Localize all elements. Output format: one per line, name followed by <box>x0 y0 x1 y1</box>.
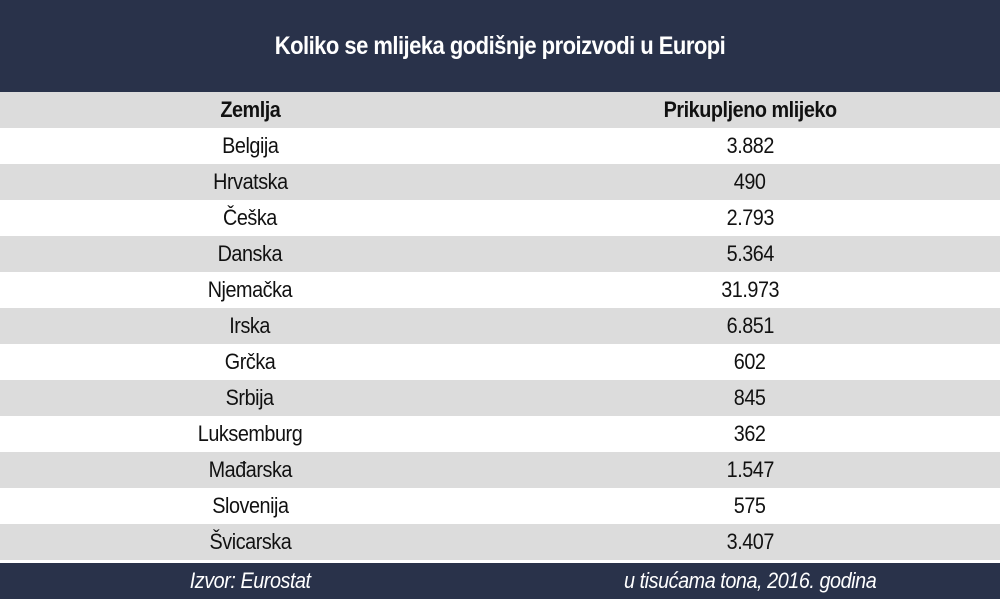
milk-value-cell: 1.547 <box>726 457 774 482</box>
milk-value-cell: 31.973 <box>721 277 779 302</box>
table-row: Belgija 3.882 <box>0 128 1000 164</box>
table-header-row: Zemlja Prikupljeno mlijeko <box>0 92 1000 128</box>
table-row: Grčka 602 <box>0 344 1000 380</box>
country-cell: Češka <box>223 205 277 230</box>
country-cell: Hrvatska <box>212 169 288 194</box>
country-cell: Luksemburg <box>197 421 303 446</box>
milk-value-cell: 602 <box>734 349 766 374</box>
country-cell: Grčka <box>224 349 276 374</box>
table-row: Hrvatska 490 <box>0 164 1000 200</box>
table-row: Irska 6.851 <box>0 308 1000 344</box>
milk-value-cell: 2.793 <box>726 205 774 230</box>
table-row: Češka 2.793 <box>0 200 1000 236</box>
milk-value-cell: 575 <box>734 493 766 518</box>
column-header-milk-collected: Prikupljeno mlijeko <box>663 97 837 122</box>
table-row: Luksemburg 362 <box>0 416 1000 452</box>
country-cell: Švicarska <box>209 529 291 554</box>
unit-note: u tisućama tona, 2016. godina <box>623 568 877 593</box>
milk-value-cell: 6.851 <box>726 313 774 338</box>
milk-value-cell: 3.882 <box>726 133 774 158</box>
milk-value-cell: 3.407 <box>726 529 774 554</box>
title-bar: Koliko se mlijeka godišnje proizvodi u E… <box>0 0 1000 92</box>
country-cell: Irska <box>229 313 271 338</box>
country-cell: Srbija <box>226 385 274 410</box>
country-cell: Slovenija <box>211 493 289 518</box>
country-cell: Njemačka <box>207 277 293 302</box>
table-row: Švicarska 3.407 <box>0 524 1000 560</box>
milk-value-cell: 490 <box>734 169 766 194</box>
table-row: Danska 5.364 <box>0 236 1000 272</box>
country-cell: Danska <box>217 241 283 266</box>
source-note: Izvor: Eurostat <box>189 568 311 593</box>
milk-value-cell: 362 <box>734 421 766 446</box>
data-table: Zemlja Prikupljeno mlijeko Belgija 3.882 H… <box>0 92 1000 560</box>
milk-value-cell: 845 <box>734 385 766 410</box>
column-header-country: Zemlja <box>219 97 281 122</box>
table-row: Srbija 845 <box>0 380 1000 416</box>
chart-title: Koliko se mlijeka godišnje proizvodi u E… <box>274 31 726 60</box>
table-row: Mađarska 1.547 <box>0 452 1000 488</box>
country-cell: Belgija <box>221 133 279 158</box>
milk-value-cell: 5.364 <box>726 241 774 266</box>
table-body: Belgija 3.882 Hrvatska 490 Češka 2.793 Danska 5… <box>0 128 1000 560</box>
country-cell: Mađarska <box>208 457 292 482</box>
table-row: Njemačka 31.973 <box>0 272 1000 308</box>
table-row: Slovenija 575 <box>0 488 1000 524</box>
footer-bar: Izvor: Eurostat u tisućama tona, 2016. g… <box>0 563 1000 599</box>
